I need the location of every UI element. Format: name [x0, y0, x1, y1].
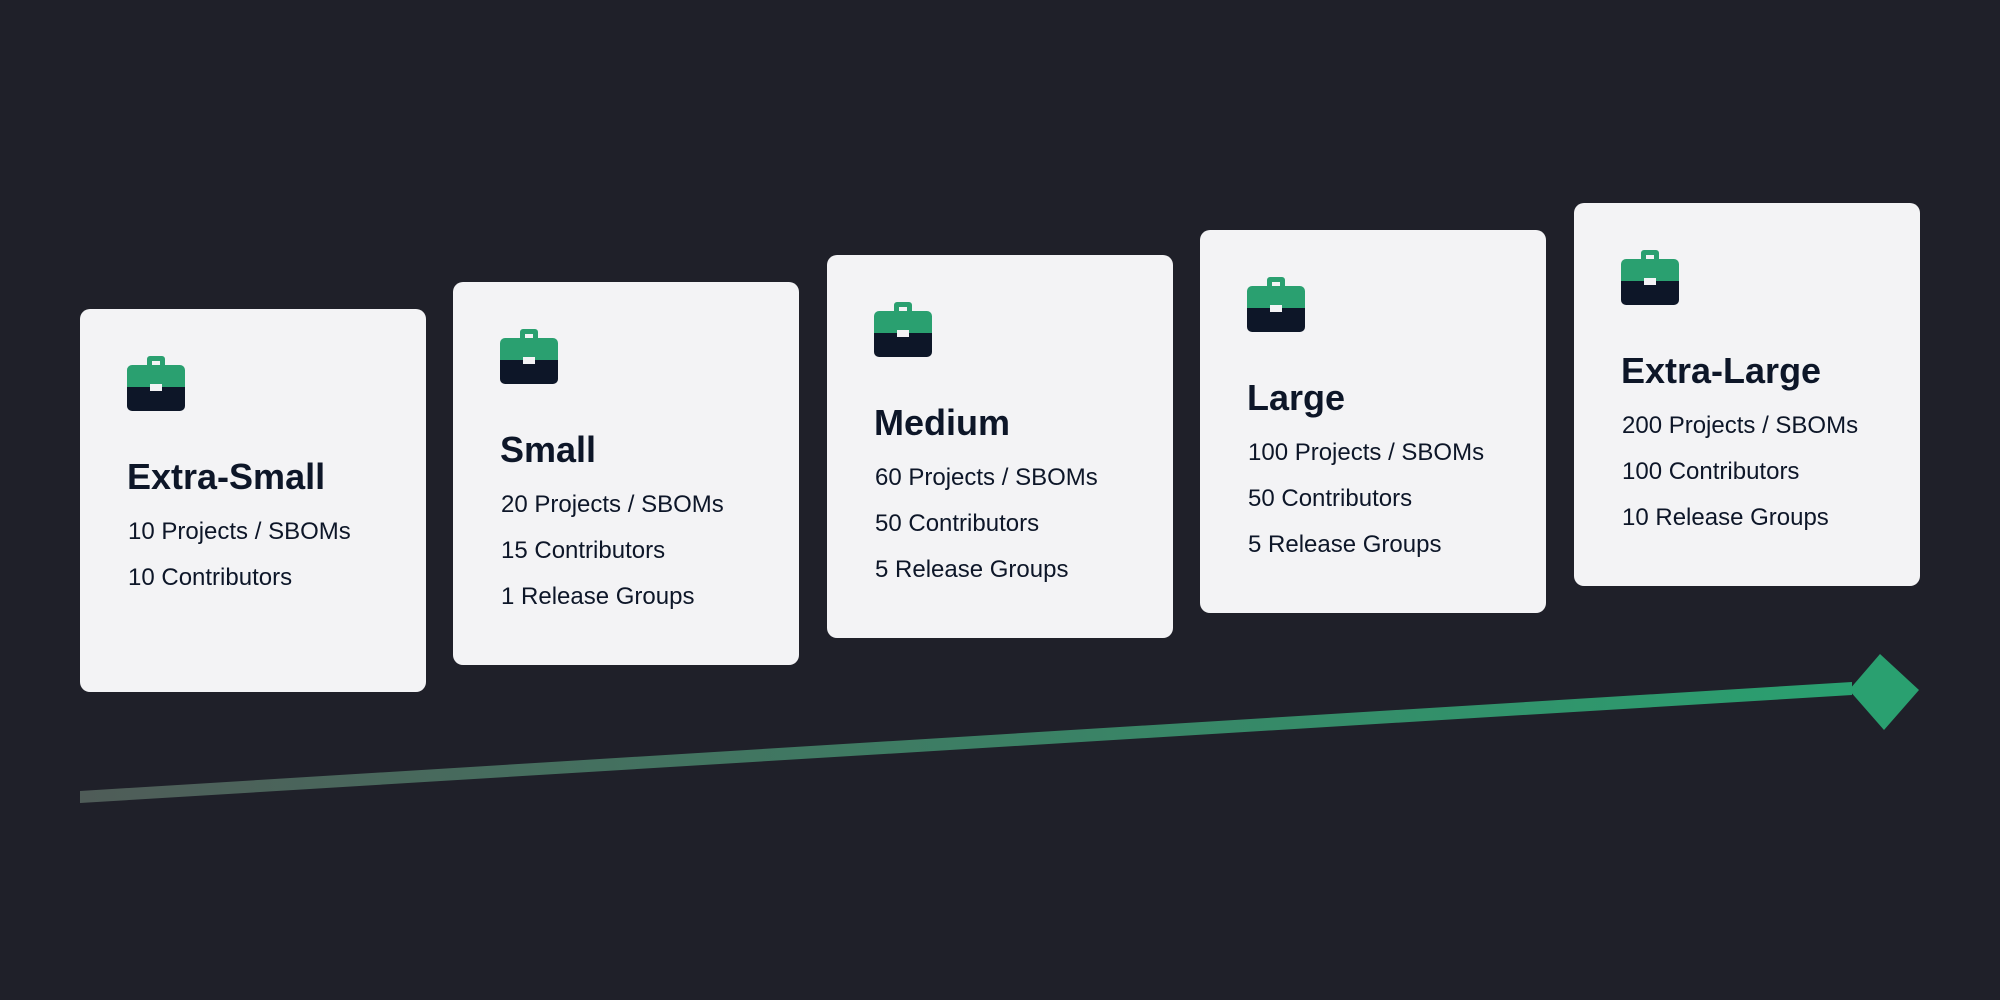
tier-card-medium: Medium 60 Projects / SBOMs 50 Contributor…: [827, 255, 1173, 638]
tier-feature: 5 Release Groups: [1248, 531, 1442, 558]
tier-feature: 10 Release Groups: [1622, 504, 1829, 531]
tier-feature: 5 Release Groups: [875, 556, 1069, 583]
tier-feature: 10 Contributors: [128, 564, 293, 591]
arrow-diamond-head: [1849, 654, 1919, 730]
tier-feature: 15 Contributors: [501, 537, 666, 564]
briefcase-icon: [1621, 250, 1679, 305]
tier-feature: 20 Projects / SBOMs: [501, 491, 724, 518]
tier-feature: 50 Contributors: [1248, 485, 1413, 512]
tier-title: Small: [500, 429, 597, 470]
arrow-line: [80, 682, 1852, 803]
tier-title: Medium: [874, 402, 1011, 443]
tier-card-extra-large: Extra-Large 200 Projects / SBOMs 100 Cont…: [1574, 203, 1920, 586]
tier-title: Large: [1247, 377, 1346, 418]
tier-title: Extra-Small: [127, 456, 326, 497]
tier-title: Extra-Large: [1621, 350, 1822, 391]
briefcase-icon: [1247, 277, 1305, 332]
tier-card-extra-small: Extra-Small 10 Projects / SBOMs 10 Contri…: [80, 309, 426, 692]
tier-feature: 10 Projects / SBOMs: [128, 518, 351, 545]
tier-feature: 200 Projects / SBOMs: [1622, 412, 1859, 439]
briefcase-icon: [500, 329, 558, 384]
tier-feature: 50 Contributors: [875, 510, 1040, 537]
tier-feature: 100 Projects / SBOMs: [1248, 439, 1485, 466]
tier-feature: 1 Release Groups: [501, 583, 695, 610]
tier-feature: 100 Contributors: [1622, 458, 1800, 485]
tier-card-small: Small 20 Projects / SBOMs 15 Contributors…: [453, 282, 799, 665]
tier-card-large: Large 100 Projects / SBOMs 50 Contributor…: [1200, 230, 1546, 613]
briefcase-icon: [127, 356, 185, 411]
briefcase-icon: [874, 302, 932, 357]
tier-feature: 60 Projects / SBOMs: [875, 464, 1098, 491]
